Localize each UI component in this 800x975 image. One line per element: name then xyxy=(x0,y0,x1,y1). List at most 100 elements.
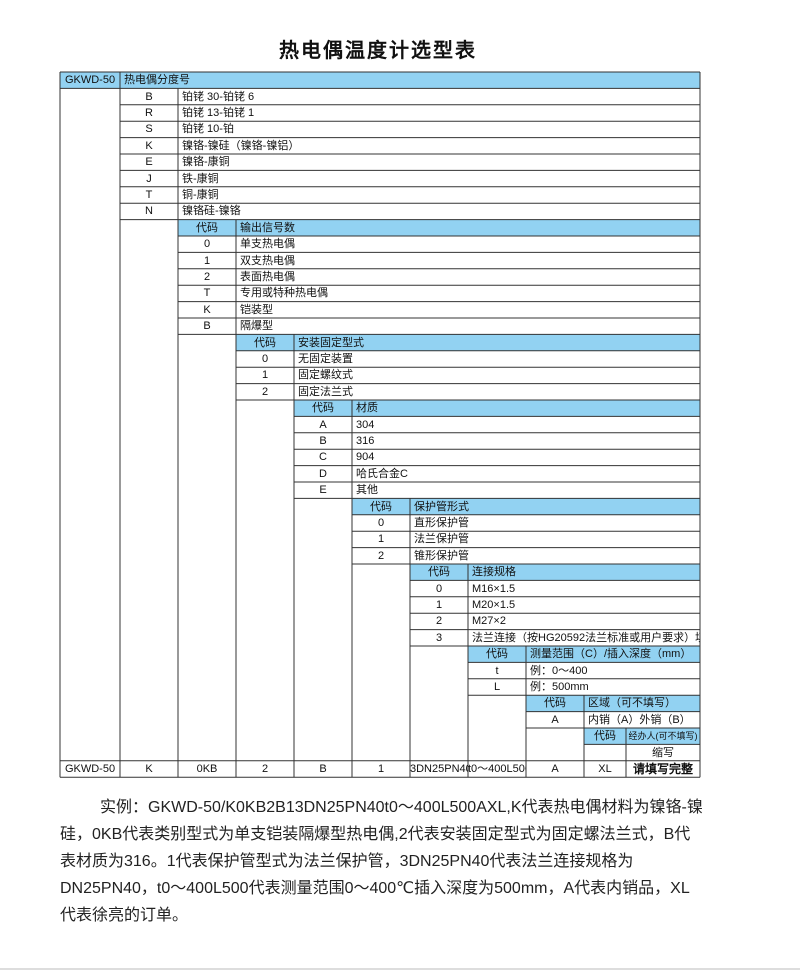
block-header: 经办人(可不填写) xyxy=(628,731,698,742)
header-bg xyxy=(410,564,700,581)
desc-cell: 法兰连接（按HG20592法兰标准或用户要求）填写DN,PN xyxy=(472,631,700,644)
model-cell: GKWD-50 xyxy=(64,74,116,87)
desc-cell: 专用或特种热电偶 xyxy=(240,287,328,300)
header-bg xyxy=(352,498,700,515)
code-cell: J xyxy=(146,172,152,185)
order-cell: 请填写完整 xyxy=(632,762,693,776)
code-cell: 0 xyxy=(203,238,211,251)
code-cell: N xyxy=(145,205,153,218)
code-cell: 2 xyxy=(203,271,211,283)
desc-cell: 例：0～400 xyxy=(530,664,588,677)
code-cell: A xyxy=(319,418,327,431)
desc-cell: 法兰保护管 xyxy=(414,533,469,546)
block-header: 保护管形式 xyxy=(414,500,469,513)
code-cell: 1 xyxy=(203,254,211,267)
header-bg xyxy=(294,400,700,417)
desc-cell: 镍铬-镍硅（镍铬-镍铝） xyxy=(182,139,300,152)
desc-cell: 镍铬-康铜 xyxy=(182,156,230,169)
desc-cell: 缩写 xyxy=(652,746,674,759)
desc-cell: 铂铑 13-铂铑 1 xyxy=(182,107,255,119)
code-cell: K xyxy=(145,139,153,152)
code-header: 代码 xyxy=(428,566,450,579)
code-cell: L xyxy=(493,681,501,693)
desc-cell: 其他 xyxy=(356,484,378,497)
order-cell: t0～400L500 xyxy=(468,763,526,775)
block-header: 测量范围（C）/插入深度（mm） xyxy=(530,648,692,661)
desc-cell: 904 xyxy=(356,451,375,464)
order-cell: 1 xyxy=(377,763,385,775)
block-header: 输出信号数 xyxy=(240,221,295,234)
code-cell: T xyxy=(145,189,153,201)
desc-cell: 316 xyxy=(356,435,375,447)
code-cell: D xyxy=(319,467,327,480)
code-header: 代码 xyxy=(254,336,276,349)
desc-cell: 铂铑 10-铂 xyxy=(182,123,234,136)
desc-cell: 铜-康铜 xyxy=(182,189,219,201)
code-header: 代码 xyxy=(594,730,616,743)
desc-cell: 铂铑 30-铂铑 6 xyxy=(182,90,255,103)
desc-cell: 锥形保护管 xyxy=(414,549,469,562)
code-cell: S xyxy=(145,123,153,136)
code-cell: 2 xyxy=(261,385,269,398)
block-header: 区域（可不填写） xyxy=(588,697,676,710)
desc-cell: 固定法兰式 xyxy=(298,385,353,398)
block-header: 安装固定型式 xyxy=(298,336,364,349)
code-cell: 1 xyxy=(377,533,385,546)
desc-cell: 例：500mm xyxy=(530,681,589,693)
code-cell: C xyxy=(319,451,327,464)
code-cell: T xyxy=(203,287,211,300)
desc-cell: 内销（A）外销（B） xyxy=(588,713,691,726)
desc-cell: 铁-康铜 xyxy=(182,172,219,185)
order-cell: XL xyxy=(598,763,612,775)
code-cell: E xyxy=(319,484,327,497)
order-cell: 0KB xyxy=(196,763,218,775)
order-cell: GKWD-50 xyxy=(64,763,116,775)
example-text: 实例：GKWD-50/K0KB2B13DN25PN40t0～400L500AXL… xyxy=(60,799,703,924)
code-cell: 0 xyxy=(435,582,443,595)
desc-cell: M27×2 xyxy=(472,615,506,628)
desc-cell: 镍铬硅-镍铬 xyxy=(182,205,241,218)
desc-cell: 双支热电偶 xyxy=(240,254,295,267)
desc-cell: 无固定装置 xyxy=(298,353,353,365)
desc-cell: 固定螺纹式 xyxy=(298,369,353,382)
block-header: 热电偶分度号 xyxy=(124,74,190,87)
code-cell: B xyxy=(319,435,327,447)
code-cell: 1 xyxy=(435,599,443,611)
order-cell: 3DN25PN40 xyxy=(410,763,468,775)
code-cell: B xyxy=(203,320,211,333)
desc-cell: 表面热电偶 xyxy=(240,271,295,283)
code-header: 代码 xyxy=(544,697,566,710)
block-header: 连接规格 xyxy=(472,566,516,579)
code-cell: 0 xyxy=(377,517,385,529)
header-bg xyxy=(526,695,700,712)
desc-cell: M20×1.5 xyxy=(472,599,516,611)
code-cell: E xyxy=(145,156,153,169)
code-cell: K xyxy=(203,303,211,316)
code-header: 代码 xyxy=(486,648,508,661)
code-cell: 3 xyxy=(435,631,443,644)
code-cell: 2 xyxy=(377,549,385,562)
desc-cell: 哈氏合金C xyxy=(356,467,408,480)
code-cell: 1 xyxy=(261,369,269,382)
code-cell: t xyxy=(495,664,499,677)
code-header: 代码 xyxy=(370,500,392,513)
desc-cell: 单支热电偶 xyxy=(240,238,295,251)
header-bg xyxy=(236,334,700,351)
code-header: 代码 xyxy=(196,221,218,234)
desc-cell: 隔爆型 xyxy=(240,320,273,333)
desc-cell: 铠装型 xyxy=(240,303,273,316)
divider xyxy=(0,968,800,970)
header-bg xyxy=(60,72,700,89)
code-cell: A xyxy=(551,713,559,726)
title: 热电偶温度计选型表 xyxy=(279,40,477,62)
code-cell: B xyxy=(145,90,153,103)
header-bg xyxy=(178,219,700,236)
table-lines xyxy=(59,71,701,778)
order-cell: K xyxy=(145,763,153,775)
order-cell: B xyxy=(319,763,327,775)
desc-cell: 304 xyxy=(356,418,375,431)
order-cell: 2 xyxy=(261,763,269,775)
desc-cell: M16×1.5 xyxy=(472,582,516,595)
code-header: 代码 xyxy=(312,402,334,415)
